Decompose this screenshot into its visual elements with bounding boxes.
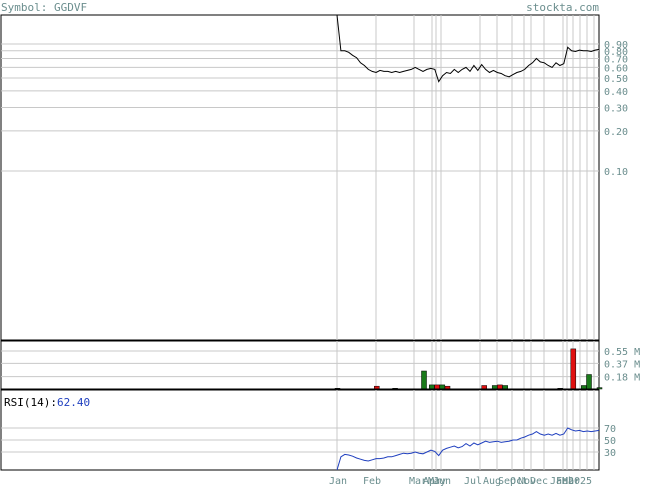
month-label: Mar [409,476,427,486]
rsi-tick-label: 30 [604,448,616,459]
month-label: May [428,476,446,486]
volume-bar [502,385,508,390]
price-tick-label: 0.70 [604,55,628,66]
rsi-grid-horizontal [1,427,599,453]
month-label: Aug [483,476,501,486]
volume-bar [434,384,440,390]
volume-bar [429,384,435,390]
price-panel-frame [0,14,600,341]
site-label[interactable]: stockta.com [526,1,599,14]
volume-tick-label: 0.55 M [604,347,640,358]
month-label: Apr [423,476,441,486]
month-label: Jun [433,476,451,486]
price-tick-label: 0.90 [604,40,628,51]
volume-bar [491,385,498,390]
price-tick-label: 0.60 [604,63,628,74]
month-label: Jan [329,476,347,486]
rsi-panel-frame [0,389,600,471]
volume-tick-label: 0.18 M [604,373,640,384]
price-tick-label: 0.10 [604,167,628,178]
price-tick-label: 0.40 [604,87,628,98]
volume-bar [439,384,446,390]
rsi-tick-label: 70 [604,424,616,435]
rsi-current-value: 62.40 [57,396,90,409]
volume-panel-frame [0,340,600,390]
volume-bar [581,385,587,390]
price-tick-label: 0.50 [604,74,628,85]
rsi-label-name: RSI(14) [4,396,50,409]
month-label: Feb [363,476,381,486]
volume-bar [497,384,503,390]
month-label: Nov [518,476,536,486]
rsi-line [336,427,600,471]
price-line [336,14,600,83]
volume-bar [596,387,603,390]
volume-grid-horizontal [1,350,599,378]
month-label: Jan [550,476,568,486]
price-panel: 0.900.800.700.600.50 0.40 0.30 0.20 0.10 [0,14,628,341]
rsi-tick-label: 50 [604,436,616,447]
rsi-grid-vertical [336,390,595,470]
price-tick-label: 0.80 [604,47,628,58]
volume-tick-label: 0.37 M [604,359,640,370]
month-label: Oct [510,476,528,486]
price-grid-vertical [336,15,595,340]
volume-axis-labels: 0.55 M0.37 M 0.18 M [604,347,640,384]
month-label: Jul [464,476,482,486]
month-label: Dec [530,476,548,486]
month-label: Feb [556,476,574,486]
price-tick-label: 0.20 [604,127,628,138]
month-label: 2025 [568,476,592,486]
price-tick-label: 0.30 [604,104,628,115]
volume-bar [570,348,577,390]
volume-panel: 0.55 M0.37 M 0.18 M [0,340,640,390]
price-axis-labels: 0.900.800.700.600.50 0.40 0.30 0.20 0.10 [604,40,628,178]
month-label: Mar [562,476,580,486]
month-label: Sep [498,476,516,486]
volume-bar [586,374,592,390]
volume-bar [481,385,487,390]
price-grid-horizontal [1,43,599,172]
symbol-label: Symbol: GGDVF [1,1,87,14]
rsi-label-colon: : [50,396,57,409]
rsi-label: RSI(14):62.40 [4,396,90,409]
volume-bar [421,370,427,390]
